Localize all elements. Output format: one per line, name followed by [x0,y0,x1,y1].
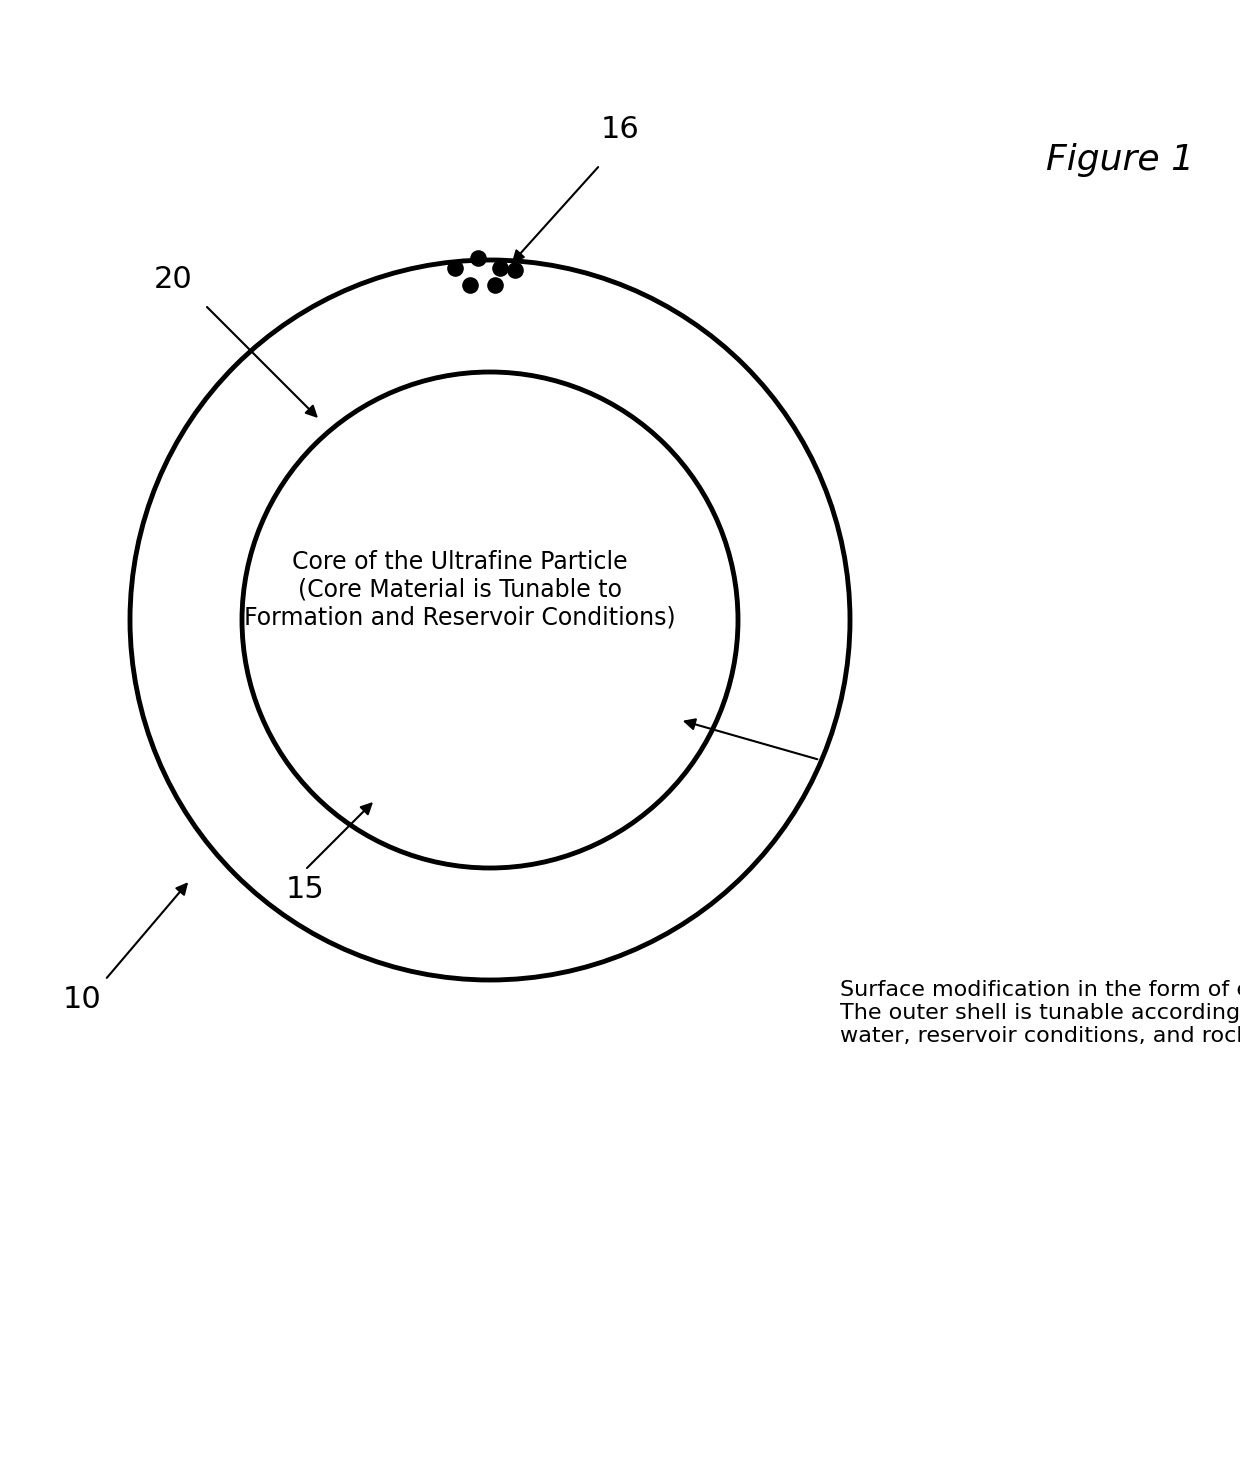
Text: Core of the Ultrafine Particle
(Core Material is Tunable to
Formation and Reserv: Core of the Ultrafine Particle (Core Mat… [244,551,676,630]
Text: Figure 1: Figure 1 [1045,144,1194,177]
Point [460,274,480,297]
Text: 20: 20 [154,265,192,294]
Text: 16: 16 [600,116,640,145]
Point [490,256,510,280]
Text: Surface modification in the form of eggshell.
The outer shell is tunable accordi: Surface modification in the form of eggs… [839,980,1240,1046]
Text: 10: 10 [63,986,102,1014]
Point [467,246,487,270]
Point [485,274,505,297]
Text: 15: 15 [285,876,325,904]
Point [445,256,465,280]
Point [505,258,525,281]
